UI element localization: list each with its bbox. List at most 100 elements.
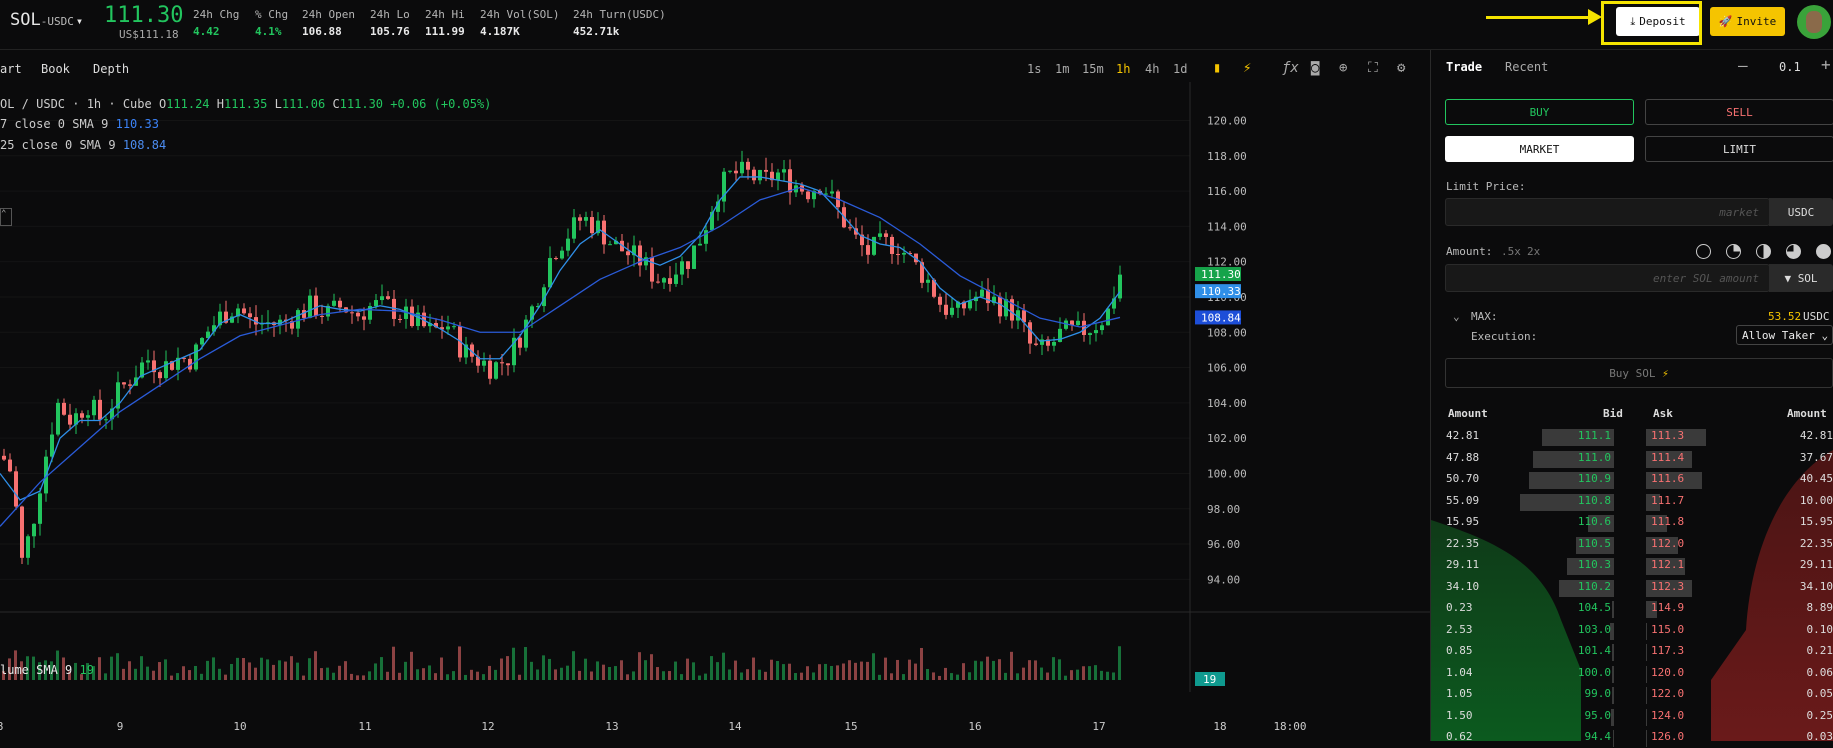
bid-price: 95.0	[1585, 709, 1612, 722]
volume-bar	[260, 658, 263, 680]
y-tick-label: 106.00	[1207, 362, 1247, 375]
fullscreen-icon[interactable]: ⛶	[1368, 60, 1378, 76]
tab-trade[interactable]: Trade	[1446, 60, 1482, 74]
candle	[884, 233, 888, 237]
tab-book[interactable]: Book	[41, 62, 70, 76]
indicators-icon[interactable]: ƒx	[1282, 60, 1299, 76]
pie-0-icon[interactable]	[1696, 244, 1711, 259]
volume-bar	[884, 658, 887, 680]
y-tick-label: 104.00	[1207, 397, 1247, 410]
candle	[674, 275, 678, 284]
execution-select[interactable]: Allow Taker ⌄	[1736, 325, 1833, 345]
candle	[62, 403, 66, 415]
volume-bar	[698, 676, 701, 680]
last-price: 111.30	[104, 3, 183, 28]
deposit-button[interactable]: ⤓Deposit	[1616, 7, 1700, 36]
ask-price: 111.8	[1651, 515, 1684, 528]
volume-bar	[140, 656, 143, 680]
timeframe-1m[interactable]: 1m	[1055, 62, 1069, 76]
buy-button[interactable]: BUY	[1445, 99, 1634, 125]
price-tag-label: 110.33	[1201, 285, 1241, 298]
timeframe-4h[interactable]: 4h	[1145, 62, 1159, 76]
max-expand-icon[interactable]: ⌄	[1453, 310, 1460, 323]
buy-submit-button[interactable]: Buy SOL ⚡	[1445, 358, 1833, 388]
tab-depth[interactable]: Depth	[93, 62, 129, 76]
timeframe-1s[interactable]: 1s	[1027, 62, 1041, 76]
bid-depth-bar	[1612, 687, 1614, 704]
amount-double-button[interactable]: 2x	[1527, 245, 1540, 258]
candle-type-icon[interactable]: ▮	[1213, 60, 1221, 76]
amount-half-button[interactable]: .5x	[1501, 245, 1521, 258]
bid-price: 110.9	[1578, 472, 1611, 485]
volume-bar	[1016, 673, 1019, 680]
legend-collapse-button[interactable]: ⌃	[0, 208, 12, 226]
volume-bar	[692, 662, 695, 680]
price-tag-label: 111.30	[1201, 268, 1241, 281]
volume-bar	[410, 652, 413, 680]
volume-bar	[950, 673, 953, 680]
limit-price-input[interactable]: market	[1445, 198, 1770, 226]
sell-button[interactable]: SELL	[1645, 99, 1833, 125]
plus-icon[interactable]: +	[1821, 55, 1831, 74]
y-tick-label: 120.00	[1207, 114, 1247, 127]
chart-legend-ohlc: OL / USDC · 1h · Cube O111.24 H111.35 L1…	[0, 97, 491, 111]
tab-recent[interactable]: Recent	[1505, 60, 1548, 74]
candle	[734, 171, 738, 174]
minus-icon[interactable]: —	[1738, 56, 1748, 75]
x-tick-label: 12	[481, 720, 494, 733]
tab-chart[interactable]: art	[0, 62, 22, 76]
timeframe-1h[interactable]: 1h	[1116, 62, 1130, 76]
bid-price: 100.0	[1578, 666, 1611, 679]
chart-legend-sma-fast: 7 close 0 SMA 9 110.33	[0, 117, 159, 131]
lightning-icon[interactable]: ⚡	[1243, 60, 1251, 76]
gear-icon[interactable]: ⚙	[1397, 60, 1405, 76]
volume-bar	[134, 669, 137, 680]
volume-bar	[728, 669, 731, 680]
volume-bar	[524, 647, 527, 680]
pie-100-icon[interactable]	[1816, 244, 1831, 259]
volume-bar	[752, 658, 755, 680]
invite-button[interactable]: 🚀Invite	[1710, 7, 1785, 36]
candle	[746, 162, 750, 170]
add-icon[interactable]: ⊕	[1339, 60, 1347, 76]
volume-bar	[1064, 676, 1067, 680]
pie-25-icon[interactable]	[1726, 244, 1741, 259]
candle	[122, 382, 126, 384]
price-chart[interactable]: 120.00118.00116.00114.00112.00110.00108.…	[0, 82, 1430, 741]
avatar[interactable]	[1797, 5, 1831, 39]
bid-price: 111.1	[1578, 429, 1611, 442]
pie-75-icon[interactable]	[1786, 244, 1801, 259]
sma-slow-line	[0, 188, 1120, 527]
timeframe-15m[interactable]: 15m	[1082, 62, 1104, 76]
volume-bar	[980, 661, 983, 680]
bid-amount: 22.35	[1446, 537, 1479, 550]
sma-fast-line	[0, 177, 1120, 500]
market-order-button[interactable]: MARKET	[1445, 136, 1634, 162]
camera-icon[interactable]: ◙	[1311, 60, 1319, 76]
volume-bar	[704, 674, 707, 680]
pie-50-icon[interactable]	[1756, 244, 1771, 259]
limit-order-button[interactable]: LIMIT	[1645, 136, 1833, 162]
ask-price: 122.0	[1651, 687, 1684, 700]
timeframe-1d[interactable]: 1d	[1173, 62, 1187, 76]
amount-input[interactable]: enter SOL amount	[1445, 264, 1770, 292]
market-selector[interactable]: SOL-USDC▾	[10, 10, 83, 30]
amount-unit-selector[interactable]: ▼ SOL	[1769, 264, 1833, 292]
